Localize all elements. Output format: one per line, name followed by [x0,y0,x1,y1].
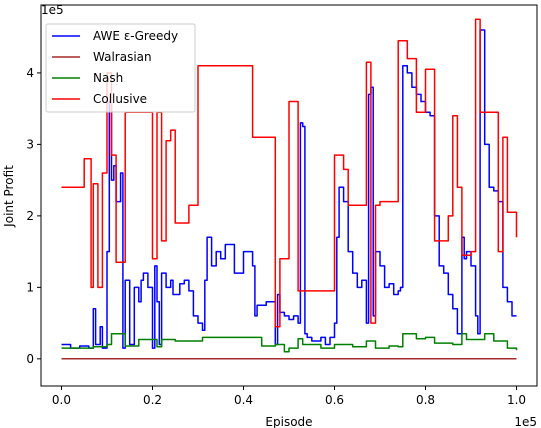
x-tick-label: 0.0 [52,393,71,407]
x-tick-label: 0.8 [416,393,435,407]
x-axis-label: Episode [265,415,312,428]
y-axis: 0 1 2 3 4 [26,66,41,366]
x-axis-scale-label: 1e5 [514,415,537,428]
x-tick-label: 1.0 [507,393,526,407]
legend-items: AWE ε-Greedy Walrasian Nash Collusive [52,29,178,106]
series-line-collusive [61,18,518,328]
x-tick-label: 0.2 [143,393,162,407]
series-line-awe-greedy [61,29,517,349]
legend-label: Walrasian [93,50,152,64]
legend-label: AWE ε-Greedy [93,29,178,43]
series-line-nash [61,333,518,353]
legend-label: Collusive [93,92,147,106]
y-tick-label: 1 [26,280,34,294]
x-tick-label: 0.6 [325,393,344,407]
x-axis: 0.0 0.2 0.4 0.6 0.8 1.0 [52,386,526,407]
legend-box [45,23,196,113]
legend: AWE ε-Greedy Walrasian Nash Collusive [45,23,196,113]
x-tick-label: 0.4 [234,393,253,407]
plot-frame [40,4,538,387]
y-tick-label: 2 [26,209,34,223]
y-axis-scale-label: 1e5 [41,3,64,17]
y-tick-label: 0 [26,352,34,366]
y-tick-label: 3 [26,137,34,151]
y-tick-label: 4 [26,66,34,80]
y-axis-label: Joint Profit [2,165,16,228]
series-layer [61,18,518,360]
legend-label: Nash [93,71,123,85]
